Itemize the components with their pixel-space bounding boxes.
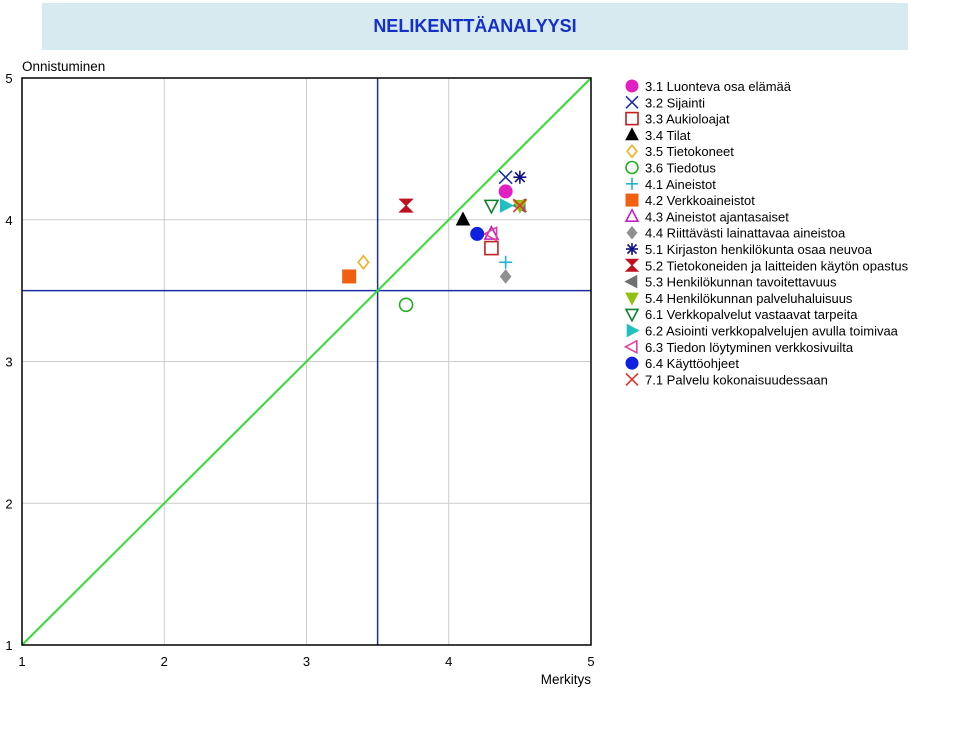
legend-entry: 3.4 Tilat (645, 128, 691, 143)
legend-marker (626, 143, 638, 159)
legend-entry: 7.1 Palvelu kokonaisuudessaan (645, 372, 828, 387)
x-tick-label: 2 (161, 654, 168, 669)
legend-marker (625, 292, 639, 306)
legend-marker (624, 258, 640, 272)
legend-marker (625, 111, 639, 126)
legend-entry: 3.3 Aukioloajat (645, 112, 730, 127)
x-tick-label: 4 (445, 654, 452, 669)
legend-entry: 5.4 Henkilökunnan palveluhaluisuus (645, 291, 853, 306)
legend-entry: 5.1 Kirjaston henkilökunta osaa neuvoa (645, 242, 873, 257)
diagonal-line (21, 77, 592, 646)
legend-marker (626, 177, 638, 190)
x-tick-label: 1 (18, 654, 25, 669)
title-bar: NELIKENTTÄANALYYSI (42, 3, 908, 50)
y-tick-label: 5 (5, 71, 12, 86)
legend-entry: 4.4 Riittävästi lainattavaa aineistoa (645, 226, 846, 241)
legend-marker (625, 193, 639, 207)
legend-entry: 4.2 Verkkoaineistot (645, 193, 755, 208)
legend-entry: 6.1 Verkkopalvelut vastaavat tarpeita (645, 307, 858, 322)
data-point (498, 170, 513, 185)
x-tick-label: 5 (587, 654, 594, 669)
plot-frame (21, 77, 592, 646)
page-title: NELIKENTTÄANALYYSI (373, 16, 577, 36)
legend-marker (624, 208, 640, 222)
data-point (357, 254, 370, 271)
data-point (482, 226, 498, 242)
legend-entry: 5.3 Henkilökunnan tavoitettavuus (645, 275, 837, 290)
legend-marker (625, 79, 639, 93)
legend-entry: 3.2 Sijainti (645, 95, 705, 110)
legend-marker (623, 339, 638, 355)
legend-marker (625, 356, 639, 370)
legend-entry: 4.1 Aineistot (645, 177, 716, 192)
y-tick-label: 2 (5, 496, 12, 511)
legend-marker (625, 127, 639, 141)
data-point (498, 184, 513, 199)
data-point (470, 226, 485, 241)
x-axis-label: Merkitys (541, 672, 591, 687)
y-tick-label: 3 (5, 355, 12, 370)
legend-marker (626, 225, 638, 240)
legend-marker (624, 308, 640, 323)
legend-marker (625, 160, 639, 175)
data-point (499, 198, 514, 213)
y-axis-label: Onnistuminen (22, 59, 105, 74)
legend-entry: 6.4 Käyttöohjeet (645, 356, 739, 371)
legend-entry: 6.3 Tiedon löytyminen verkkosivuilta (645, 340, 854, 355)
data-point (455, 211, 471, 226)
x-tick-label: 3 (303, 654, 310, 669)
data-point (512, 198, 527, 213)
legend-entry: 4.3 Aineistot ajantasaiset (645, 209, 789, 224)
y-tick-label: 1 (5, 638, 12, 653)
legend-marker (624, 274, 638, 289)
data-point (484, 240, 499, 256)
legend-marker (626, 243, 638, 255)
data-point (499, 269, 512, 284)
y-tick-label: 4 (5, 213, 12, 228)
data-point (398, 198, 414, 213)
legend-entry: 3.1 Luonteva osa elämää (645, 79, 792, 94)
legend-entry: 3.5 Tietokoneet (645, 144, 734, 159)
legend-marker (626, 323, 640, 338)
legend-marker (625, 372, 639, 386)
data-point (398, 297, 414, 313)
data-point (483, 199, 500, 215)
legend-entry: 5.2 Tietokoneiden ja laitteiden käytön o… (645, 258, 909, 273)
data-point (513, 170, 527, 184)
legend-marker (625, 95, 639, 109)
legend-entry: 3.6 Tiedotus (645, 161, 716, 176)
data-point (499, 255, 513, 269)
legend-entry: 6.2 Asiointi verkkopalvelujen avulla toi… (645, 324, 899, 339)
data-point (483, 225, 500, 240)
data-point (342, 269, 357, 284)
